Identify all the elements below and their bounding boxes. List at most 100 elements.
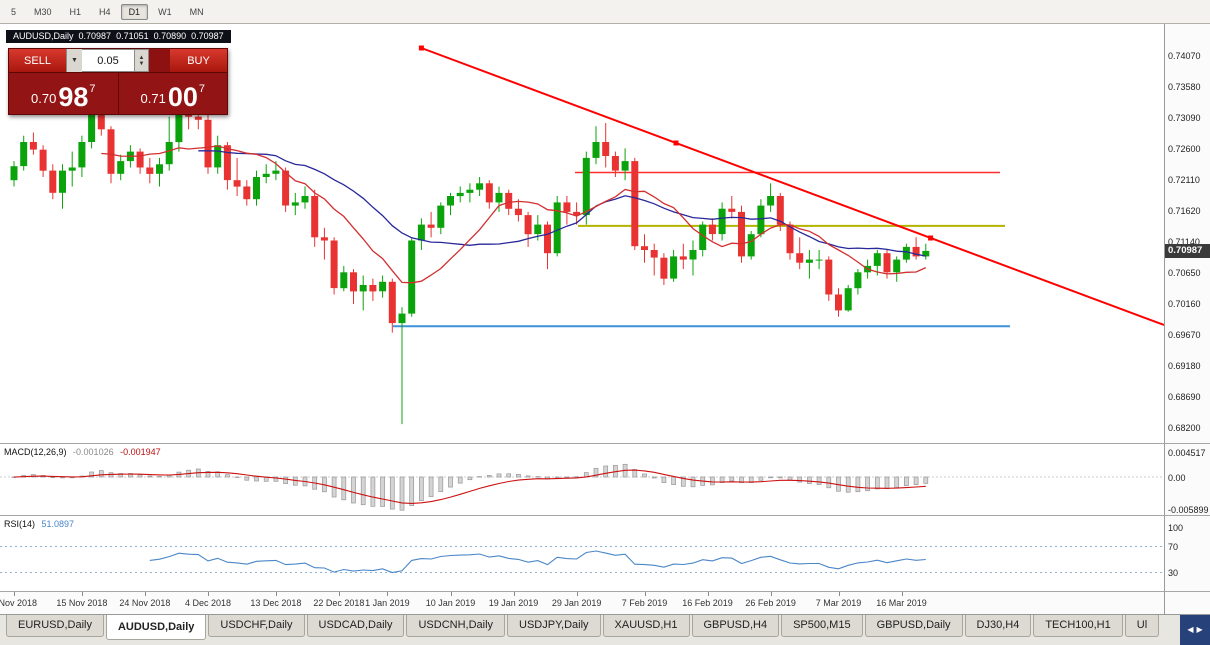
date-tick xyxy=(14,592,15,596)
current-price-badge: 0.70987 xyxy=(1165,243,1210,258)
macd-panel-canvas[interactable] xyxy=(0,444,1164,516)
price-axis-label: 0.69670 xyxy=(1168,330,1201,340)
panel-separator xyxy=(0,443,1210,444)
buy-price-prefix: 0.71 xyxy=(140,91,166,106)
chart-close-value: 0.70987 xyxy=(191,31,224,41)
chart-tab[interactable]: DJ30,H4 xyxy=(964,615,1032,637)
chart-tab[interactable]: SP500,M15 xyxy=(781,615,863,637)
macd-signal-value: -0.001947 xyxy=(120,447,161,457)
price-axis-label: 0.72110 xyxy=(1168,175,1200,185)
date-axis-label: 10 Jan 2019 xyxy=(425,598,476,608)
price-axis: 0.74070 0.73580 0.73090 0.72600 0.72110 0.716… xyxy=(1164,24,1210,614)
sell-price-big: 98 xyxy=(58,82,89,113)
price-axis-label: 0.73580 xyxy=(1168,81,1201,92)
timeframe-button-H1[interactable]: H1 xyxy=(69,6,82,17)
date-axis-label: 7 Mar 2019 xyxy=(815,598,862,608)
chart-symbol-label: AUDUSD,Daily xyxy=(13,31,74,41)
stepper-down-icon[interactable]: ▼ xyxy=(138,60,145,67)
chart-tab[interactable]: USDCNH,Daily xyxy=(406,615,506,637)
panel-separator xyxy=(0,515,1210,516)
chart-tab[interactable]: TECH100,H1 xyxy=(1033,615,1123,637)
date-tick xyxy=(450,592,452,596)
date-tick xyxy=(707,592,709,596)
chart-tab[interactable]: GBPUSD,H4 xyxy=(691,615,780,637)
chart-tab[interactable]: USDCHF,Daily xyxy=(208,615,305,637)
scroll-right-icon[interactable]: ▶ xyxy=(1196,625,1203,634)
timeframe-button-D1[interactable]: D1 xyxy=(120,3,149,20)
buy-price-sup: 7 xyxy=(198,83,205,95)
chart-low-value: 0.70890 xyxy=(153,31,187,41)
date-tick xyxy=(387,592,389,596)
one-click-trading-panel: SELL ▼ ▲ ▼ BUY 0.70 98 7 0.71 00 7 xyxy=(8,48,228,115)
rsi-panel-canvas[interactable] xyxy=(0,516,1164,592)
macd-name: MACD(12,26,9) xyxy=(4,447,67,457)
timeframe-button-W1[interactable]: W1 xyxy=(158,6,172,17)
trendline-handle[interactable] xyxy=(928,235,934,241)
chart-tab[interactable]: XAUUSD,H1 xyxy=(602,615,690,637)
trendline-handle[interactable] xyxy=(673,140,679,146)
scroll-left-icon[interactable]: ◀ xyxy=(1187,625,1194,634)
date-tick xyxy=(338,592,340,596)
date-axis-label: 22 Dec 2018 xyxy=(313,598,365,608)
chart-title-bar: AUDUSD,Daily 0.70987 0.71051 0.70890 0.7… xyxy=(6,30,231,43)
buy-button[interactable]: BUY xyxy=(170,49,227,72)
sell-price-display[interactable]: 0.70 98 7 xyxy=(9,73,118,114)
macd-label: MACD(12,26,9) -0.001026 -0.001947 xyxy=(4,447,161,457)
sell-button[interactable]: SELL xyxy=(9,49,66,72)
chevron-down-icon: ▼ xyxy=(71,57,78,64)
date-axis: 6 Nov 2018 15 Nov 2018 24 Nov 2018 4 Dec 20… xyxy=(0,592,1164,614)
price-axis-label: 0.68200 xyxy=(1168,423,1201,434)
date-axis-label: 26 Feb 2019 xyxy=(745,598,796,608)
volume-input[interactable] xyxy=(82,49,135,72)
date-axis-label: 16 Mar 2019 xyxy=(876,598,927,608)
volume-dropdown[interactable]: ▼ xyxy=(66,49,82,72)
date-axis-label: 15 Nov 2018 xyxy=(56,598,108,608)
buy-price-display[interactable]: 0.71 00 7 xyxy=(119,73,228,114)
price-axis-label: 0.69180 xyxy=(1168,361,1201,372)
date-tick xyxy=(81,592,83,596)
date-axis-label: 4 Dec 2018 xyxy=(184,598,232,608)
trendline-handle[interactable] xyxy=(418,45,424,51)
timeframe-toolbar: 5 M30 H1 H4 D1 W1 MN xyxy=(0,0,1210,24)
sell-price-sup: 7 xyxy=(89,83,96,95)
rsi-name: RSI(14) xyxy=(4,519,36,529)
timeframe-button-MN[interactable]: MN xyxy=(189,6,204,17)
stepper-up-icon[interactable]: ▲ xyxy=(138,54,145,61)
chart-tab[interactable]: USDCAD,Daily xyxy=(306,615,405,637)
chart-tab[interactable]: EURUSD,Daily xyxy=(6,615,104,637)
date-tick xyxy=(513,592,515,596)
timeframe-button-5[interactable]: 5 xyxy=(11,6,17,17)
date-tick xyxy=(144,592,146,596)
rsi-axis-label: 30 xyxy=(1168,568,1179,578)
macd-axis-label: 0.004517 xyxy=(1168,447,1206,458)
date-tick xyxy=(275,592,277,596)
price-divider xyxy=(117,73,119,114)
timeframe-button-H4[interactable]: H4 xyxy=(99,6,111,17)
price-axis-label: 0.68690 xyxy=(1168,392,1201,403)
date-tick xyxy=(576,592,578,596)
chart-tab[interactable]: AUDUSD,Daily xyxy=(105,615,207,640)
buy-price-big: 00 xyxy=(167,82,198,113)
date-axis-label: 29 Jan 2019 xyxy=(551,598,602,608)
price-axis-label: 0.70160 xyxy=(1168,298,1201,309)
chart-tab[interactable]: USDJPY,Daily xyxy=(507,615,601,637)
date-axis-label: 6 Nov 2018 xyxy=(0,598,38,608)
price-axis-label: 0.70650 xyxy=(1168,267,1201,278)
timeframe-button-M30[interactable]: M30 xyxy=(34,6,52,17)
price-axis-label: 0.73090 xyxy=(1168,112,1201,123)
chart-tab[interactable]: Ul xyxy=(1124,615,1160,637)
date-axis-label: 19 Jan 2019 xyxy=(488,598,539,608)
price-axis-label: 0.71620 xyxy=(1168,206,1201,217)
date-axis-label: 7 Feb 2019 xyxy=(621,598,668,608)
volume-stepper[interactable]: ▲ ▼ xyxy=(135,49,149,72)
date-tick xyxy=(770,592,772,596)
date-tick xyxy=(901,592,903,596)
trendline[interactable] xyxy=(421,47,1164,326)
chart-tab[interactable]: GBPUSD,Daily xyxy=(864,615,963,637)
chart-tabs-bar: EURUSD,Daily AUDUSD,Daily USDCHF,Daily USDC… xyxy=(0,614,1210,645)
date-axis-label: 24 Nov 2018 xyxy=(119,598,171,608)
tab-scroll-arrows: ◀ ▶ xyxy=(1180,615,1210,645)
date-tick xyxy=(208,592,209,596)
date-axis-label: 16 Feb 2019 xyxy=(682,598,733,608)
